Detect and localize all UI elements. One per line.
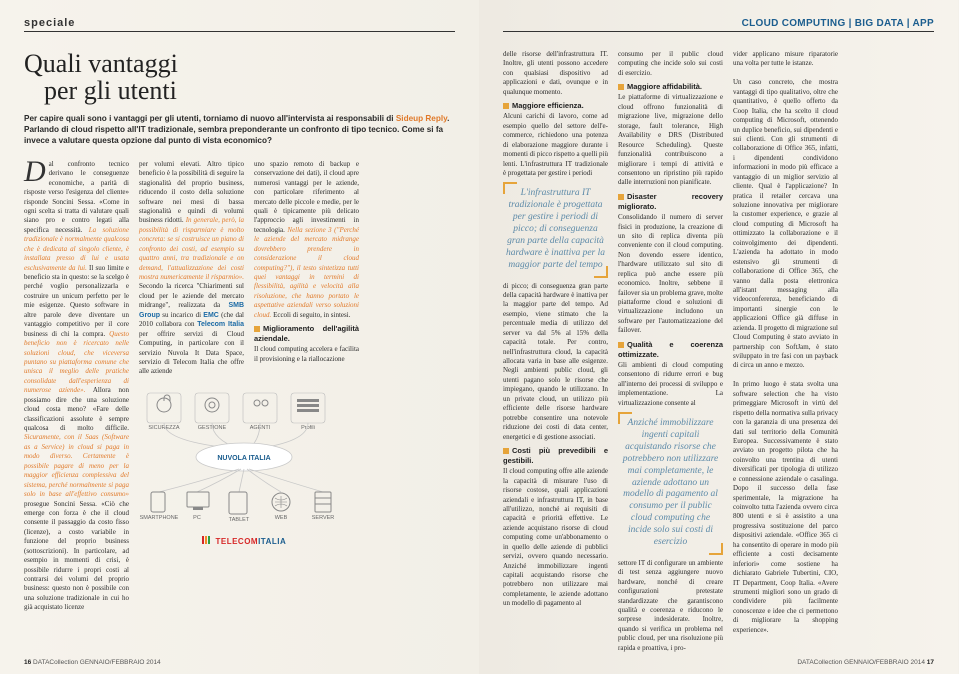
sub2r: Costi più prevedibili e gestibili.: [503, 446, 608, 465]
right-page: CLOUD COMPUTING | BIG DATA | APP delle r…: [479, 0, 958, 674]
left-columns: Dal confronto tecnico derivano le conseg…: [24, 160, 455, 613]
standfirst-plain1: Per capire quali sono i vantaggi per gli…: [24, 114, 396, 123]
lc2d-hl: EMC: [203, 312, 219, 319]
rc1b: Alcuni carichi di lavoro, come ad esempi…: [503, 112, 608, 177]
lc1c: Il suo limite e beneficio sta in questo:…: [24, 264, 129, 338]
sub-agilita: Miglioramento dell'agilità aziendale.: [254, 324, 359, 344]
lc2a: per volumi elevati. Altro tipico benefic…: [139, 160, 244, 225]
sub1-text: Miglioramento dell'agilità aziendale.: [254, 324, 359, 343]
right-col-3: vider applicano misure riparatorie una v…: [733, 50, 838, 653]
dropcap: D: [24, 160, 49, 184]
category-label: CLOUD COMPUTING | BIG DATA | APP: [742, 18, 934, 29]
right-pagenum: 17: [927, 659, 934, 666]
left-footer: 16 DATACollection GENNAIO/FEBBRAIO 2014: [24, 659, 455, 666]
sub-costi: Costi più prevedibili e gestibili.: [503, 446, 608, 466]
lc1d: Questo beneficio non è ricercato nelle s…: [24, 330, 129, 395]
lc2b: In generale, però, la possibilità di ris…: [139, 216, 244, 281]
blabel-3: WEB: [275, 515, 288, 521]
article-headline: Quali vantaggi per gli utenti: [24, 50, 455, 105]
right-topbar: CLOUD COMPUTING | BIG DATA | APP: [503, 14, 934, 32]
sub-efficienza: Maggiore efficienza.: [503, 101, 608, 111]
left-topbar: speciale: [24, 14, 455, 32]
rc1c: di picco; di conseguenza gran parte dell…: [503, 282, 608, 441]
rc3c: In primo luogo è stata svolta una softwa…: [733, 380, 838, 633]
headline-line1: Quali vantaggi: [24, 49, 178, 78]
blabel-1: PC: [193, 515, 201, 521]
bullet-icon: [503, 448, 509, 454]
lc2d: su incarico di: [160, 311, 203, 319]
rc1a: delle risorse dell'infrastruttura IT. In…: [503, 50, 608, 96]
rc2a: consumo per il public cloud computing ch…: [618, 50, 723, 77]
left-footer-text: DATACollection GENNAIO/FEBBRAIO 2014: [31, 659, 160, 666]
cloud-title: NUVOLA ITALIA: [217, 455, 270, 462]
sub-disaster: Disaster recovery migliorato.: [618, 192, 723, 212]
lc1f: Sicuramente, con il Saas (Software as a …: [24, 433, 129, 498]
blabel-2: TABLET: [229, 517, 250, 523]
blabel-4: SERVER: [312, 515, 335, 521]
left-col-1: Dal confronto tecnico derivano le conseg…: [24, 160, 129, 613]
rc2b: Le piattaforme di virtualizzazione e clo…: [618, 93, 723, 186]
bullet-icon: [503, 103, 509, 109]
pullquote-2: Anziché immobilizzare ingenti capitali a…: [618, 412, 723, 555]
bullet-icon: [618, 342, 624, 348]
telecom-logo: TELECOMITALIA: [139, 536, 349, 548]
section-label: speciale: [24, 17, 75, 29]
rc2d: Gli ambienti di cloud computing consento…: [618, 361, 723, 407]
sub-qualita: Qualità e coerenza ottimizzate.: [618, 340, 723, 360]
lc1g: prosegue Soncini Sessa. «Ciò che emerge …: [24, 500, 129, 612]
right-col-2: consumo per il public cloud computing ch…: [618, 50, 723, 653]
lc2f: per offrire servizi di Cloud Computing, …: [139, 330, 244, 376]
rc1d: Il cloud computing offre alle aziende la…: [503, 467, 608, 607]
logo-text: TELECOM: [215, 537, 258, 546]
rc2c: Consolidando il numero di server fisici …: [618, 213, 723, 334]
lc3a: uno spazio remoto di backup e conservazi…: [254, 160, 359, 234]
sub3r: Maggiore affidabilità.: [627, 82, 702, 91]
left-col-2: per volumi elevati. Altro tipico benefic…: [139, 160, 244, 613]
bullet-icon: [254, 326, 260, 332]
right-col-1: delle risorse dell'infrastruttura IT. In…: [503, 50, 608, 653]
sub5r: Qualità e coerenza ottimizzate.: [618, 340, 723, 359]
bullet-icon: [618, 194, 624, 200]
sub4r: Disaster recovery migliorato.: [618, 192, 723, 211]
rc3a: vider applicano misure riparatorie una v…: [733, 50, 838, 67]
sub1r: Maggiore efficienza.: [512, 101, 584, 110]
logo-bars-icon: [202, 536, 211, 548]
lc3d: Il cloud computing accelera e facilita i…: [254, 345, 359, 362]
right-footer: DATACollection GENNAIO/FEBBRAIO 2014 17: [503, 659, 934, 666]
right-columns: delle risorse dell'infrastruttura IT. In…: [503, 50, 934, 653]
rc2e: settore IT di configurare un ambiente di…: [618, 559, 723, 652]
sub-affidabilita: Maggiore affidabilità.: [618, 82, 723, 92]
right-footer-text: DATACollection GENNAIO/FEBBRAIO 2014: [797, 659, 926, 666]
standfirst: Per capire quali sono i vantaggi per gli…: [24, 113, 455, 146]
lc3c: Eccoli di seguito, in sintesi.: [271, 311, 350, 319]
rc3b: Un caso concreto, che mostra vantaggi di…: [733, 78, 838, 369]
standfirst-highlight: Sideup Reply: [396, 114, 447, 123]
pullquote-1: L'infrastruttura IT tradizionale è proge…: [503, 182, 608, 277]
logo-sub: ITALIA: [258, 537, 286, 546]
magazine-spread: speciale Quali vantaggi per gli utenti P…: [0, 0, 959, 674]
lc2e-hl: Telecom Italia: [197, 321, 244, 328]
lc3b: Nella sezione 3 ("Perché le aziende del …: [254, 226, 359, 319]
headline-line2: per gli utenti: [24, 76, 177, 105]
telecom-diagram: SICUREZZA GESTIONE AGENTI Profili: [139, 387, 349, 537]
blabel-0: SMARTPHONE: [140, 515, 179, 521]
left-page: speciale Quali vantaggi per gli utenti P…: [0, 0, 479, 674]
bullet-icon: [618, 84, 624, 90]
